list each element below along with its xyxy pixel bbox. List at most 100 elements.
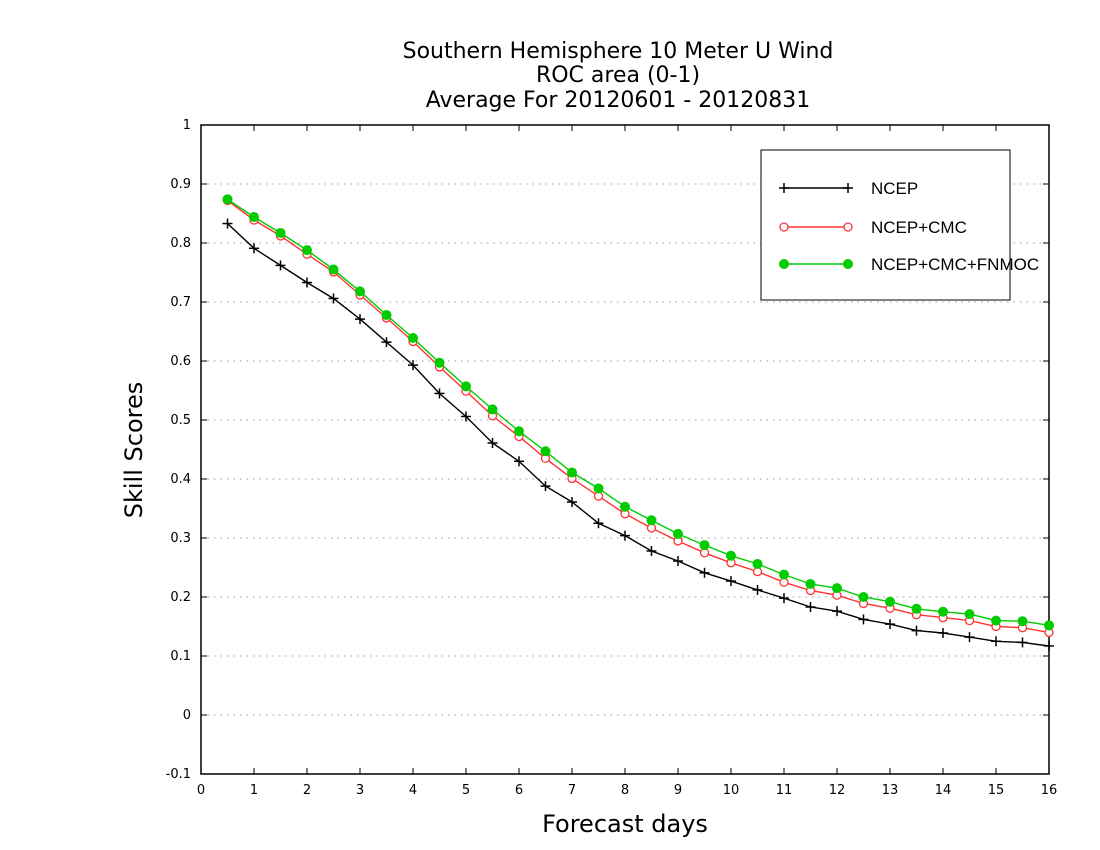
series-ncep-point bbox=[699, 567, 710, 578]
x-tick-label: 11 bbox=[776, 783, 793, 798]
series-ncep-point bbox=[991, 636, 1001, 647]
legend-entries: NCEP NCEP+CMC NCEP+CMC+FNMOC bbox=[779, 179, 1039, 274]
series-ncep-point bbox=[805, 602, 816, 613]
y-axis-label: Skill Scores bbox=[120, 382, 148, 519]
legend-box bbox=[760, 149, 1011, 301]
x-tick-label: 16 bbox=[1041, 783, 1058, 798]
series-ncep-cmc-fnmoc-point bbox=[699, 540, 710, 551]
x-tick-label: 12 bbox=[829, 783, 846, 798]
chart-subtitle-period: Average For 20120601 - 20120831 bbox=[426, 88, 811, 113]
x-tick-label: 4 bbox=[409, 783, 417, 798]
series-layer bbox=[222, 194, 1054, 651]
y-tick-label: -0.1 bbox=[166, 767, 191, 782]
series-ncep-point bbox=[275, 260, 286, 271]
y-tick-label: 0.4 bbox=[170, 472, 191, 487]
series-ncep-point bbox=[858, 614, 869, 625]
series-ncep-point bbox=[328, 293, 339, 304]
series-ncep-cmc-fnmoc-point bbox=[885, 596, 895, 607]
legend-ncep-point bbox=[779, 183, 789, 193]
x-axis-label: Forecast days bbox=[542, 810, 708, 838]
series-ncep-point bbox=[1017, 637, 1028, 648]
y-tick-label: 0.8 bbox=[170, 236, 191, 251]
series-ncep-cmc-fnmoc-point bbox=[1017, 616, 1028, 627]
series-ncep-line bbox=[227, 222, 1050, 647]
x-tick-label: 2 bbox=[303, 783, 311, 798]
series-ncep-point bbox=[355, 314, 365, 325]
series-ncep-cmc-fnmoc-point bbox=[487, 404, 498, 415]
series-ncep-point bbox=[567, 497, 577, 508]
series-ncep-cmc-fnmoc-point bbox=[991, 615, 1001, 626]
series-ncep-point bbox=[911, 625, 922, 636]
x-tick-label: 10 bbox=[723, 783, 740, 798]
y-tick-label: 0.9 bbox=[170, 177, 191, 192]
series-ncep-cmc-fnmoc-point bbox=[408, 332, 418, 343]
series-ncep-cmc-fnmoc-point bbox=[673, 528, 683, 539]
chart-title: Southern Hemisphere 10 Meter U Wind bbox=[403, 39, 834, 64]
series-ncep-point bbox=[461, 411, 471, 422]
series-ncep-point bbox=[408, 360, 418, 371]
series-ncep-cmc-fnmoc-point bbox=[1044, 620, 1054, 631]
series-ncep-point bbox=[646, 545, 657, 556]
series-ncep-cmc-fnmoc-point bbox=[249, 212, 259, 223]
series-ncep-cmc-fnmoc-point bbox=[540, 446, 551, 457]
legend-ncep-cmc-fnmoc-label: NCEP+CMC+FNMOC bbox=[871, 255, 1039, 274]
tick-layer: -0.100.10.20.30.40.50.60.70.80.910 1 2 3 4 5 6… bbox=[166, 118, 1058, 798]
series-ncep-point bbox=[1044, 640, 1054, 651]
chart-subtitle: ROC area (0-1) bbox=[536, 63, 700, 88]
x-tick-label: 6 bbox=[515, 783, 523, 798]
y-tick-label: 0.2 bbox=[170, 590, 191, 605]
series-ncep-cmc-fnmoc-point bbox=[726, 550, 736, 561]
series-ncep-point bbox=[487, 438, 498, 449]
series-ncep-cmc-fnmoc-point bbox=[752, 558, 763, 569]
y-tick-label: 0.6 bbox=[170, 354, 191, 369]
series-ncep-cmc-fnmoc-point bbox=[620, 501, 630, 512]
legend-ncep-cmc-fnmoc-point bbox=[779, 259, 789, 269]
x-tick-label: 1 bbox=[250, 783, 258, 798]
series-ncep-cmc-fnmoc-point bbox=[328, 264, 339, 275]
series-ncep-cmc-fnmoc bbox=[222, 194, 1054, 631]
series-ncep-point bbox=[514, 456, 524, 467]
x-tick-label: 7 bbox=[568, 783, 576, 798]
series-ncep-cmc-fnmoc-point bbox=[593, 483, 604, 494]
series-ncep-point bbox=[381, 337, 392, 348]
x-tick-label: 13 bbox=[882, 783, 899, 798]
legend-ncep-cmc-label: NCEP+CMC bbox=[871, 218, 967, 237]
x-tick-label: 0 bbox=[197, 783, 205, 798]
legend-ncep-cmc-point bbox=[843, 222, 853, 232]
x-tick-label: 9 bbox=[674, 783, 682, 798]
series-ncep-cmc-fnmoc-point bbox=[911, 603, 922, 614]
series-ncep-cmc-fnmoc-point bbox=[434, 357, 445, 368]
series-ncep-cmc-fnmoc-point bbox=[302, 245, 312, 256]
legend-ncep: NCEP bbox=[779, 179, 918, 198]
y-tick-label: 0.7 bbox=[170, 295, 191, 310]
series-ncep-point bbox=[832, 606, 842, 617]
series-ncep-point bbox=[726, 576, 736, 587]
y-tick-label: 0.1 bbox=[170, 649, 191, 664]
legend-ncep-point bbox=[843, 183, 853, 193]
series-ncep-point bbox=[779, 593, 789, 604]
series-ncep-cmc-fnmoc-point bbox=[461, 381, 471, 392]
x-tick-label: 3 bbox=[356, 783, 364, 798]
y-tick-label: 0.5 bbox=[170, 413, 191, 428]
series-ncep-cmc-fnmoc-point bbox=[567, 467, 577, 478]
legend-ncep-cmc-fnmoc: NCEP+CMC+FNMOC bbox=[779, 255, 1039, 274]
series-ncep-cmc-fnmoc-point bbox=[938, 606, 948, 617]
series-ncep-point bbox=[938, 627, 948, 638]
x-tick-label: 14 bbox=[935, 783, 952, 798]
series-ncep-cmc-fnmoc-point bbox=[779, 569, 789, 580]
series-ncep-cmc-fnmoc-point bbox=[805, 579, 816, 590]
series-ncep-point bbox=[752, 584, 763, 595]
series-ncep-cmc-fnmoc-point bbox=[381, 309, 392, 320]
series-ncep-cmc-fnmoc-point bbox=[222, 194, 233, 205]
series-ncep-point bbox=[620, 530, 630, 541]
series-ncep-point bbox=[434, 388, 445, 399]
series-ncep-cmc-fnmoc-point bbox=[832, 583, 842, 594]
legend-ncep-cmc: NCEP+CMC bbox=[779, 218, 967, 237]
series-ncep-cmc-fnmoc-point bbox=[275, 227, 286, 238]
series-ncep-point bbox=[540, 481, 551, 492]
x-tick-label: 15 bbox=[988, 783, 1005, 798]
series-ncep-cmc-fnmoc-point bbox=[858, 592, 869, 602]
series-ncep-cmc-fnmoc-point bbox=[355, 286, 365, 297]
series-ncep-point bbox=[249, 243, 259, 254]
